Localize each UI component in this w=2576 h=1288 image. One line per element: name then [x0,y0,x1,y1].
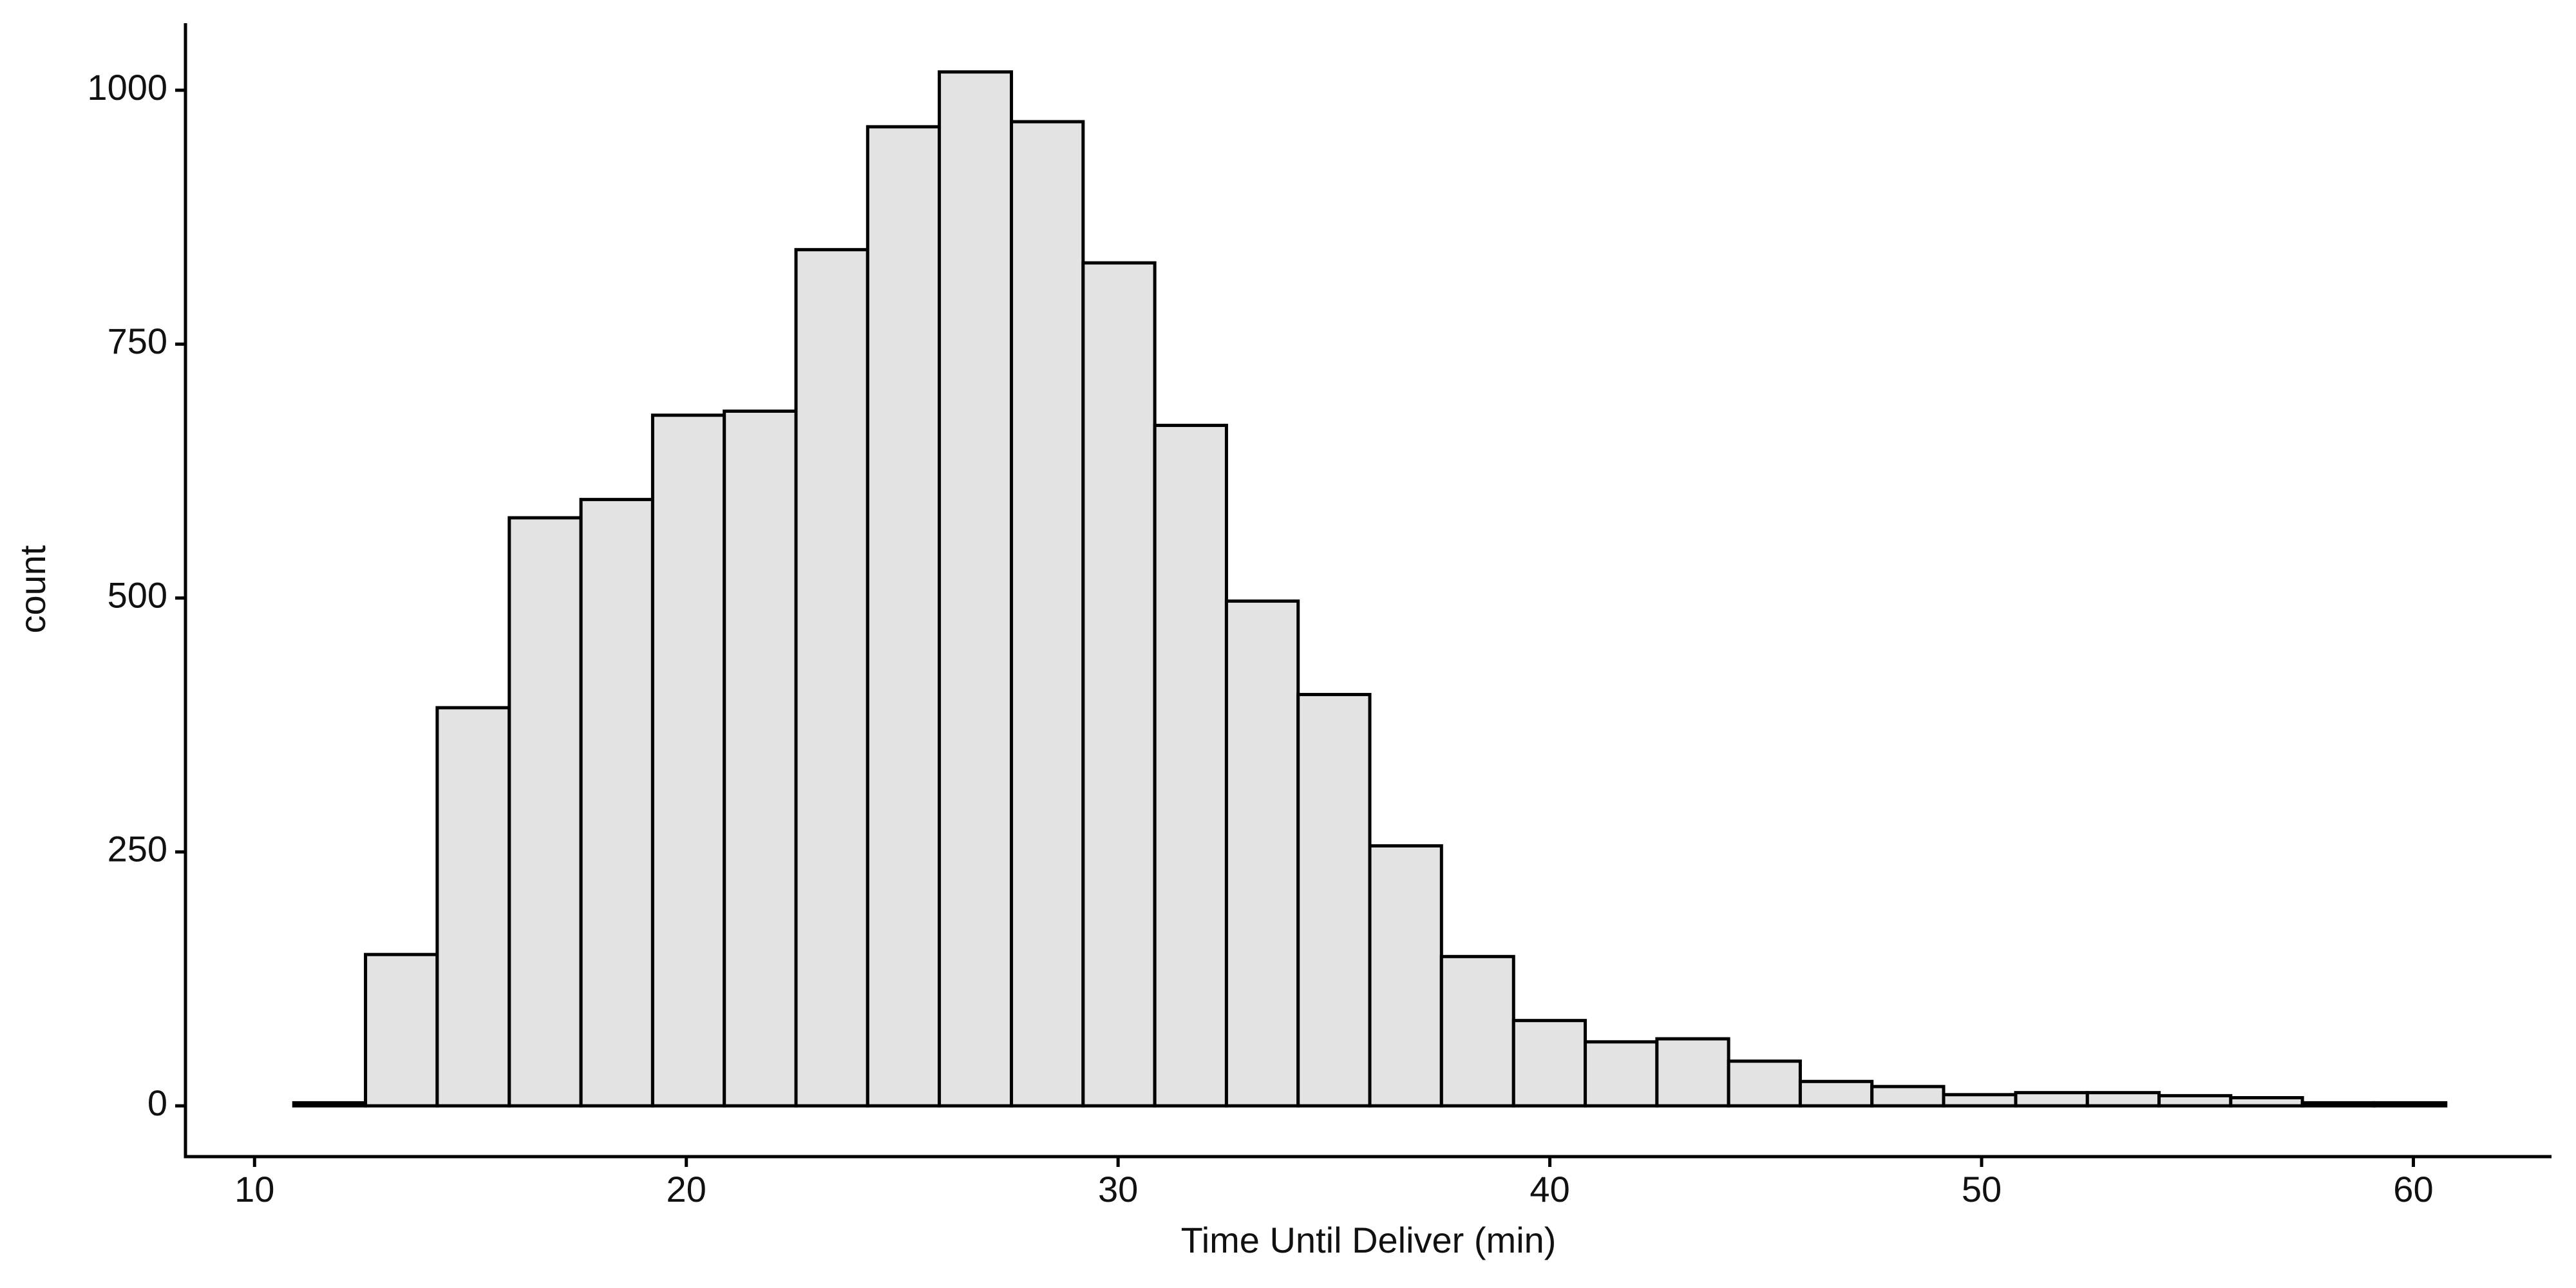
y-tick-label: 250 [108,829,167,869]
y-tick-label: 750 [108,321,167,361]
y-tick-label: 500 [108,574,167,615]
x-tick-label: 10 [234,1169,274,1209]
bar [1368,844,1443,1108]
bar [1798,1079,1874,1108]
y-tick-label: 1000 [87,67,167,108]
bar [364,952,439,1108]
bar [1942,1093,2018,1108]
bar [866,125,942,1108]
bar [1081,261,1157,1108]
bar [1584,1040,1659,1108]
bar [1870,1084,1946,1108]
bar [650,413,726,1108]
x-tick-label: 60 [2393,1169,2433,1209]
y-axis-title: count [12,545,53,633]
bar [579,498,654,1108]
bar [1010,120,1085,1108]
bar [1439,954,1515,1108]
bar [2300,1101,2376,1108]
bar [1224,599,1300,1108]
bar [2372,1101,2448,1108]
bar [2014,1091,2089,1108]
bar [2229,1096,2304,1108]
x-tick-label: 30 [1098,1169,1138,1209]
x-axis-title: Time Until Deliver (min) [1181,1220,1557,1260]
bar [1727,1059,1802,1108]
bar [1511,1019,1587,1108]
bar [2085,1091,2161,1108]
bar [723,409,798,1108]
bar [2157,1094,2233,1108]
bar [1655,1037,1730,1108]
bar [1153,424,1228,1108]
bar [507,516,583,1108]
x-tick-label: 40 [1530,1169,1569,1209]
x-tick-label: 20 [667,1169,706,1209]
bar [794,248,869,1108]
bar [938,70,1014,1108]
bar [435,706,511,1108]
bar [1296,692,1372,1108]
x-tick-label: 50 [1962,1169,2002,1209]
bar [292,1101,368,1108]
y-tick-label: 0 [147,1083,167,1123]
